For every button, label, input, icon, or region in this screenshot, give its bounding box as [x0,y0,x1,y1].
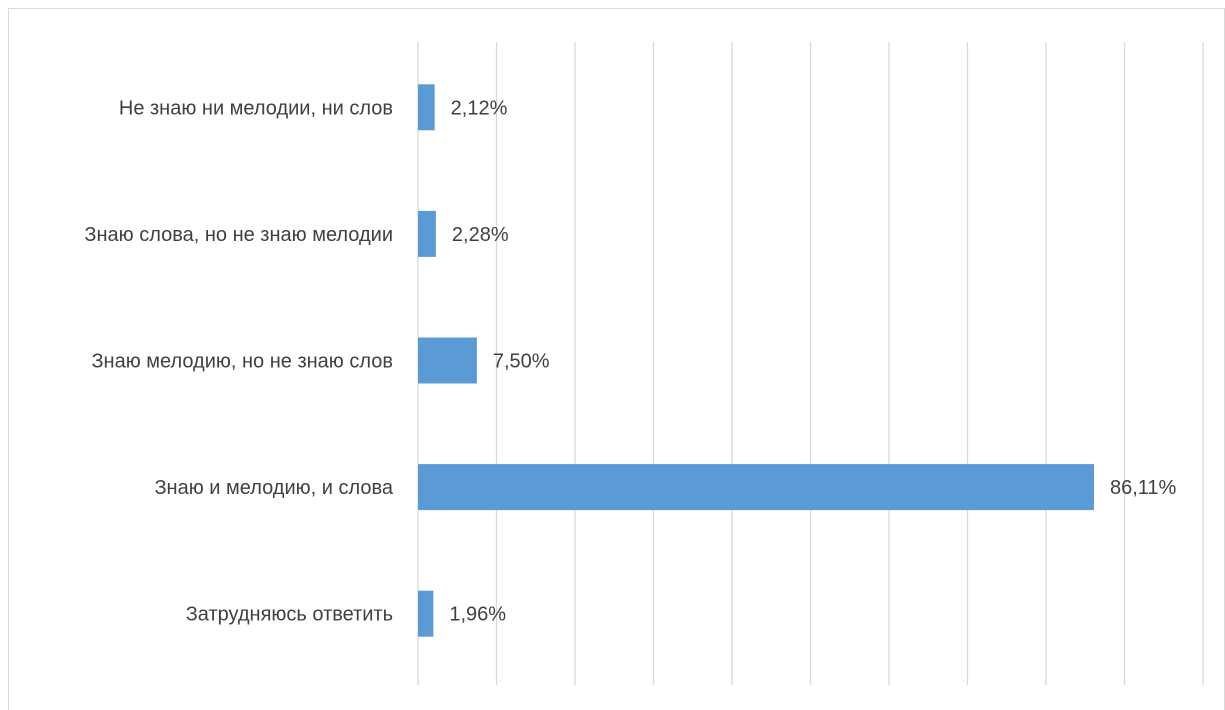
bar [418,210,436,257]
bar [418,84,435,131]
data-label: 1,96% [449,604,506,626]
category-label: Затрудняюсь ответить [186,604,393,626]
category-label: Знаю слова, но не знаю мелодии [84,224,393,246]
data-label: 2,28% [452,224,509,246]
bar [418,337,477,384]
data-label: 2,12% [451,97,508,119]
gridlines [495,42,1204,685]
category-label: Не знаю ни мелодии, ни слов [119,97,393,119]
category-label: Знаю мелодию, но не знаю слов [91,351,393,373]
bar [418,464,1094,511]
bar [418,590,434,637]
chart-frame [8,8,1225,710]
data-label: 86,11% [1110,477,1177,499]
category-label: Знаю и мелодию, и слова [154,477,393,499]
data-label: 7,50% [493,351,550,373]
